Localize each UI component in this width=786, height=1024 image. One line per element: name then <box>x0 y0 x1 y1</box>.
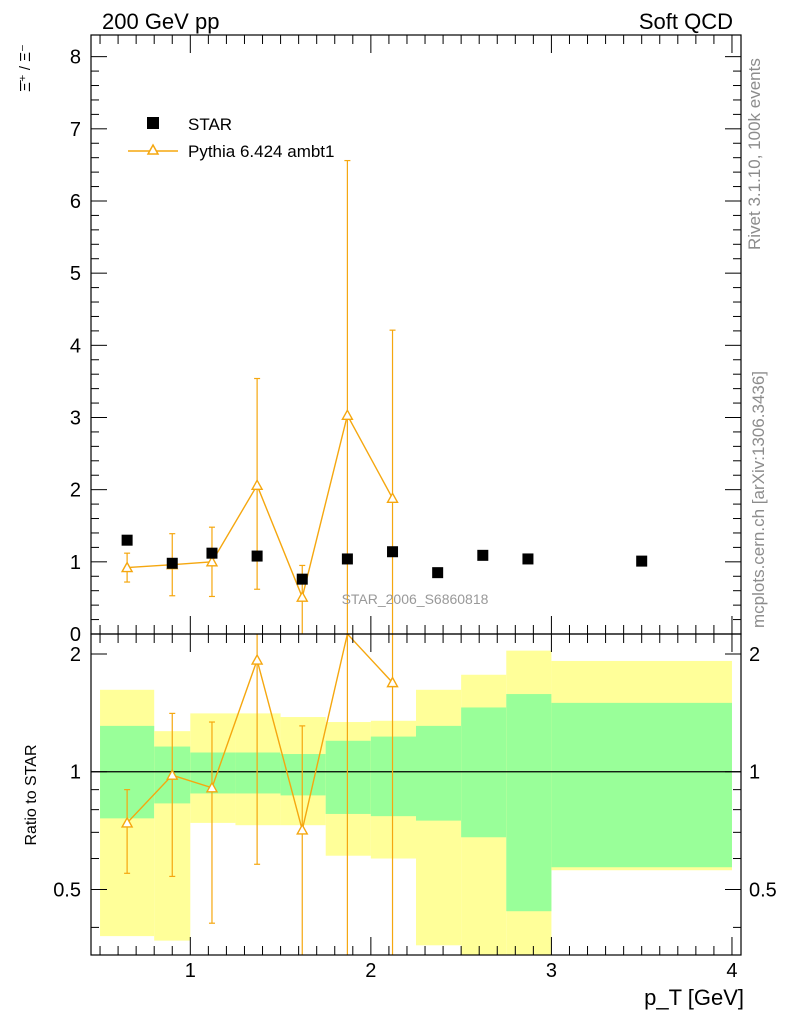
main-ytick-label: 5 <box>70 263 81 285</box>
ratio-ytick-label-right: 0.5 <box>749 879 777 901</box>
main-ytick-label: 1 <box>70 552 81 574</box>
side-label-rivet: Rivet 3.1.10, 100k events <box>745 58 764 250</box>
xtick-label: 2 <box>365 960 376 982</box>
star-point <box>206 547 218 559</box>
band-inner <box>235 752 281 794</box>
main-ytick-label: 7 <box>70 119 81 141</box>
star-point <box>341 553 353 565</box>
star-point <box>251 550 263 562</box>
main-mc-point <box>120 561 134 573</box>
star-point <box>432 567 444 579</box>
xtick-label: 1 <box>185 960 196 982</box>
band-inner <box>370 736 416 817</box>
xtick-label: 3 <box>546 960 557 982</box>
band-inner <box>551 702 732 868</box>
legend-marker-star <box>147 117 159 129</box>
ratio-mc-point <box>166 768 179 780</box>
band-inner <box>506 694 552 912</box>
ratio-mc-point <box>205 781 219 793</box>
ratio-ytick-label: 2 <box>70 644 81 666</box>
main-marks <box>120 159 648 634</box>
ratio-ytick-label: 0.5 <box>53 879 81 901</box>
band-inner <box>461 707 507 838</box>
main-mc-line <box>127 413 394 600</box>
main-ytick-label: 0 <box>70 624 81 646</box>
legend: STAR Pythia 6.424 ambt1 <box>128 115 334 161</box>
main-mc-point <box>341 408 354 421</box>
main-ytick-label: 8 <box>70 47 81 69</box>
main-mc-point <box>296 590 309 602</box>
ratio-mc-point <box>296 823 309 835</box>
main-ytick-label: 3 <box>70 407 81 429</box>
star-point <box>296 573 308 585</box>
side-label-mcplots: mcplots.cern.ch [arXiv:1306.3436] <box>749 371 768 628</box>
ratio-ytick-label-right: 2 <box>749 644 760 666</box>
ratio-mc-point <box>386 676 399 688</box>
band-inner <box>416 725 462 821</box>
xtick-label: 4 <box>726 960 737 982</box>
x-axis-label: p_T [GeV] <box>644 985 744 1010</box>
legend-label-star: STAR <box>188 115 232 134</box>
header-left: 200 GeV pp <box>102 9 219 34</box>
ratio-mc-point <box>120 816 134 828</box>
main-ytick-label: 2 <box>70 480 81 502</box>
main-ytick-label: 4 <box>70 335 81 357</box>
main-mc-point <box>386 491 399 504</box>
star-point <box>166 557 178 569</box>
ratio-frame <box>90 633 742 956</box>
legend-label-mc: Pythia 6.424 ambt1 <box>188 142 334 161</box>
star-point <box>522 553 534 565</box>
main-mc-point <box>250 478 264 491</box>
star-point <box>636 555 648 567</box>
star-point <box>477 549 489 561</box>
legend-marker-mc <box>146 143 160 155</box>
ratio-ytick-label: 1 <box>70 762 81 784</box>
watermark: STAR_2006_S6860818 <box>342 591 489 607</box>
ratio-ytick-label-right: 1 <box>749 762 760 784</box>
star-point <box>387 546 399 558</box>
main-ytick-label: 6 <box>70 191 81 213</box>
star-point <box>121 534 133 546</box>
axes: 0 1 2 3 4 5 6 7 8 1 2 3 4 0.5 0.5 1 1 2 2 <box>53 34 777 982</box>
ratio-mc-point <box>250 653 264 665</box>
band-inner <box>325 740 371 814</box>
main-ylabel: Ξ̄⁺ / Ξ⁻ <box>17 44 34 92</box>
main-mc-point <box>205 555 219 567</box>
ratio-bands <box>91 650 741 955</box>
header-right: Soft QCD <box>639 9 733 34</box>
ratio-ylabel: Ratio to STAR <box>23 744 40 845</box>
